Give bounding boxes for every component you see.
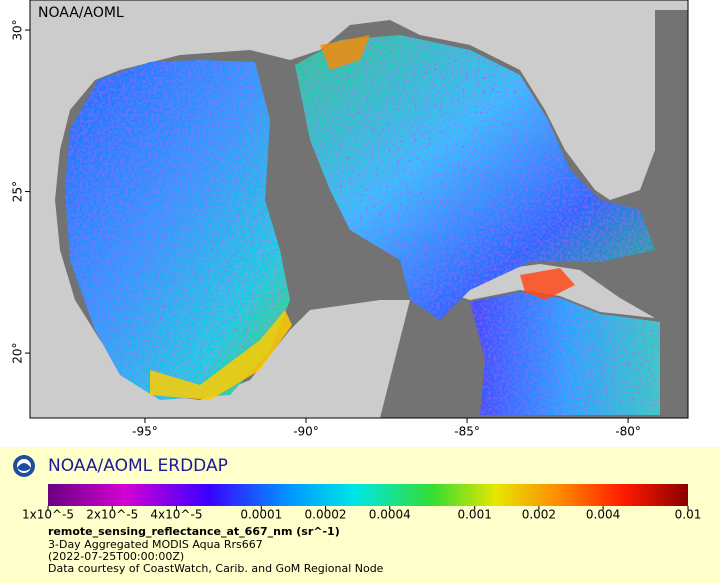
data-coastal-band bbox=[320, 35, 370, 70]
data-coastal-band bbox=[520, 268, 575, 300]
colorbar-tick-label: 0.0002 bbox=[305, 508, 347, 522]
colorbar-tick-label: 0.0001 bbox=[240, 508, 282, 522]
data-eastern-gulf bbox=[295, 35, 655, 320]
legend-line: (2022-07-25T00:00:00Z) bbox=[48, 550, 184, 563]
legend-line: 3-Day Aggregated MODIS Aqua Rrs667 bbox=[48, 538, 263, 551]
colorbar-tick-label: 0.01 bbox=[675, 508, 702, 522]
colorbar-tick-label: 0.002 bbox=[522, 508, 556, 522]
x-tick-label: -95° bbox=[132, 425, 158, 439]
data-caribbean bbox=[470, 292, 660, 415]
colorbar-tick-label: 0.001 bbox=[457, 508, 491, 522]
y-tick-label: 25° bbox=[11, 181, 25, 202]
legend-panel bbox=[0, 447, 720, 583]
data-coastal-band bbox=[150, 310, 292, 400]
legend-title: NOAA/AOML ERDDAP bbox=[48, 456, 228, 476]
variable-name: remote_sensing_reflectance_at_667_nm (sr… bbox=[48, 525, 340, 538]
legend-line: Data courtesy of CoastWatch, Carib. and … bbox=[48, 562, 384, 575]
x-tick-label: -85° bbox=[454, 425, 480, 439]
noaa-logo bbox=[13, 455, 35, 477]
y-tick-label: 20° bbox=[11, 342, 25, 363]
data-western-gulf bbox=[65, 60, 290, 400]
land-mainland bbox=[30, 0, 688, 418]
colorbar-tick-label: 2x10^-5 bbox=[86, 508, 138, 522]
colorbar-tick-label: 0.0004 bbox=[369, 508, 411, 522]
colorbar-tick-label: 0.004 bbox=[586, 508, 620, 522]
y-tick-label: 30° bbox=[11, 19, 25, 40]
ticks: -95° -90° -85° -80° 30° 25° 20° 1x10^-5 2x10^-5 4… bbox=[11, 19, 702, 575]
x-tick-label: -90° bbox=[293, 425, 319, 439]
map-area: NOAA/AOML bbox=[30, 0, 688, 418]
colorbar bbox=[48, 484, 688, 506]
colorbar-tick-label: 4x10^-5 bbox=[150, 508, 202, 522]
map-frame bbox=[29, 0, 689, 419]
watermark: NOAA/AOML bbox=[38, 5, 124, 21]
x-tick-label: -80° bbox=[615, 425, 641, 439]
colorbar-tick-label: 1x10^-5 bbox=[22, 508, 74, 522]
